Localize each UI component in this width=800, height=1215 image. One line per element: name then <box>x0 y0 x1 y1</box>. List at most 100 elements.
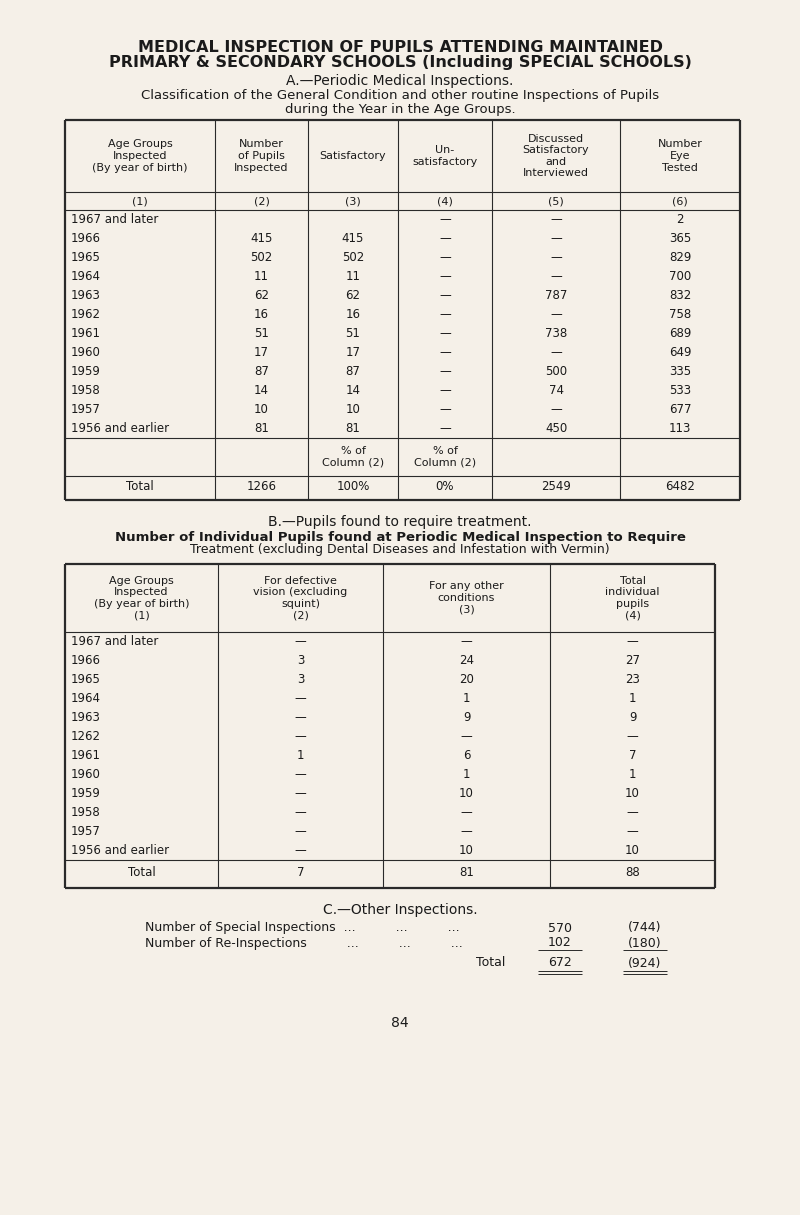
Text: (924): (924) <box>628 956 662 970</box>
Text: 87: 87 <box>346 364 361 378</box>
Text: —: — <box>294 711 306 724</box>
Text: 10: 10 <box>459 787 474 799</box>
Text: Age Groups
Inspected
(By year of birth)
(1): Age Groups Inspected (By year of birth) … <box>94 576 190 621</box>
Text: 10: 10 <box>625 787 640 799</box>
Text: 2: 2 <box>676 213 684 226</box>
Text: 10: 10 <box>459 844 474 857</box>
Text: 1960: 1960 <box>71 346 101 358</box>
Text: —: — <box>550 403 562 416</box>
Text: 415: 415 <box>250 232 273 245</box>
Text: 1966: 1966 <box>71 232 101 245</box>
Text: 102: 102 <box>548 937 572 949</box>
Text: 6482: 6482 <box>665 480 695 493</box>
Text: 100%: 100% <box>336 480 370 493</box>
Text: —: — <box>439 327 451 340</box>
Text: B.—Pupils found to require treatment.: B.—Pupils found to require treatment. <box>268 515 532 529</box>
Text: 700: 700 <box>669 270 691 283</box>
Text: 1959: 1959 <box>71 364 101 378</box>
Text: 7: 7 <box>629 748 636 762</box>
Text: 1963: 1963 <box>71 711 101 724</box>
Text: —: — <box>439 232 451 245</box>
Text: 1960: 1960 <box>71 768 101 781</box>
Text: 27: 27 <box>625 654 640 667</box>
Text: 16: 16 <box>346 307 361 321</box>
Text: 1961: 1961 <box>71 327 101 340</box>
Text: (180): (180) <box>628 937 662 949</box>
Text: 1: 1 <box>629 693 636 705</box>
Text: 1965: 1965 <box>71 673 101 686</box>
Text: 672: 672 <box>548 956 572 970</box>
Text: Total
individual
pupils
(4): Total individual pupils (4) <box>606 576 660 621</box>
Text: 62: 62 <box>346 289 361 303</box>
Text: during the Year in the Age Groups.: during the Year in the Age Groups. <box>285 103 515 117</box>
Text: (4): (4) <box>437 196 453 207</box>
Text: 74: 74 <box>549 384 563 397</box>
Text: 6: 6 <box>462 748 470 762</box>
Text: 0%: 0% <box>436 480 454 493</box>
Text: 832: 832 <box>669 289 691 303</box>
Text: —: — <box>294 787 306 799</box>
Text: 335: 335 <box>669 364 691 378</box>
Text: 3: 3 <box>297 654 304 667</box>
Text: —: — <box>550 232 562 245</box>
Text: 1962: 1962 <box>71 307 101 321</box>
Text: 738: 738 <box>545 327 567 340</box>
Text: (3): (3) <box>345 196 361 207</box>
Text: 1: 1 <box>297 748 304 762</box>
Text: —: — <box>461 806 472 819</box>
Text: 1: 1 <box>462 768 470 781</box>
Text: —: — <box>550 252 562 264</box>
Text: 2549: 2549 <box>541 480 571 493</box>
Text: Total: Total <box>126 480 154 493</box>
Text: 17: 17 <box>346 346 361 358</box>
Text: 677: 677 <box>669 403 691 416</box>
Text: 1966: 1966 <box>71 654 101 667</box>
Text: —: — <box>294 806 306 819</box>
Text: 23: 23 <box>625 673 640 686</box>
Text: 51: 51 <box>254 327 269 340</box>
Text: Number of Re-Inspections          ...          ...          ...: Number of Re-Inspections ... ... ... <box>145 937 462 949</box>
Text: (2): (2) <box>254 196 270 207</box>
Text: —: — <box>294 768 306 781</box>
Text: % of
Column (2): % of Column (2) <box>414 446 476 468</box>
Text: —: — <box>550 346 562 358</box>
Text: 9: 9 <box>462 711 470 724</box>
Text: Number
Eye
Tested: Number Eye Tested <box>658 140 702 173</box>
Text: 81: 81 <box>459 866 474 880</box>
Text: 502: 502 <box>342 252 364 264</box>
Text: —: — <box>439 270 451 283</box>
Text: A.—Periodic Medical Inspections.: A.—Periodic Medical Inspections. <box>286 74 514 87</box>
Text: 1965: 1965 <box>71 252 101 264</box>
Text: 14: 14 <box>254 384 269 397</box>
Text: 9: 9 <box>629 711 636 724</box>
Text: 10: 10 <box>254 403 269 416</box>
Text: —: — <box>626 825 638 838</box>
Text: 829: 829 <box>669 252 691 264</box>
Text: 20: 20 <box>459 673 474 686</box>
Text: 500: 500 <box>545 364 567 378</box>
Text: —: — <box>294 844 306 857</box>
Text: Total: Total <box>128 866 155 880</box>
Text: —: — <box>439 289 451 303</box>
Text: —: — <box>626 635 638 648</box>
Text: Age Groups
Inspected
(By year of birth): Age Groups Inspected (By year of birth) <box>92 140 188 173</box>
Text: Number
of Pupils
Inspected: Number of Pupils Inspected <box>234 140 289 173</box>
Text: 81: 81 <box>346 422 361 435</box>
Text: 649: 649 <box>669 346 691 358</box>
Text: 16: 16 <box>254 307 269 321</box>
Text: 758: 758 <box>669 307 691 321</box>
Text: 51: 51 <box>346 327 361 340</box>
Text: —: — <box>626 806 638 819</box>
Text: 87: 87 <box>254 364 269 378</box>
Text: 1956 and earlier: 1956 and earlier <box>71 422 169 435</box>
Text: Discussed
Satisfactory
and
Interviewed: Discussed Satisfactory and Interviewed <box>522 134 590 179</box>
Text: 1964: 1964 <box>71 693 101 705</box>
Text: 1964: 1964 <box>71 270 101 283</box>
Text: Satisfactory: Satisfactory <box>320 151 386 162</box>
Text: Total: Total <box>476 956 505 970</box>
Text: 1959: 1959 <box>71 787 101 799</box>
Text: 365: 365 <box>669 232 691 245</box>
Text: 10: 10 <box>625 844 640 857</box>
Text: —: — <box>439 403 451 416</box>
Text: —: — <box>439 252 451 264</box>
